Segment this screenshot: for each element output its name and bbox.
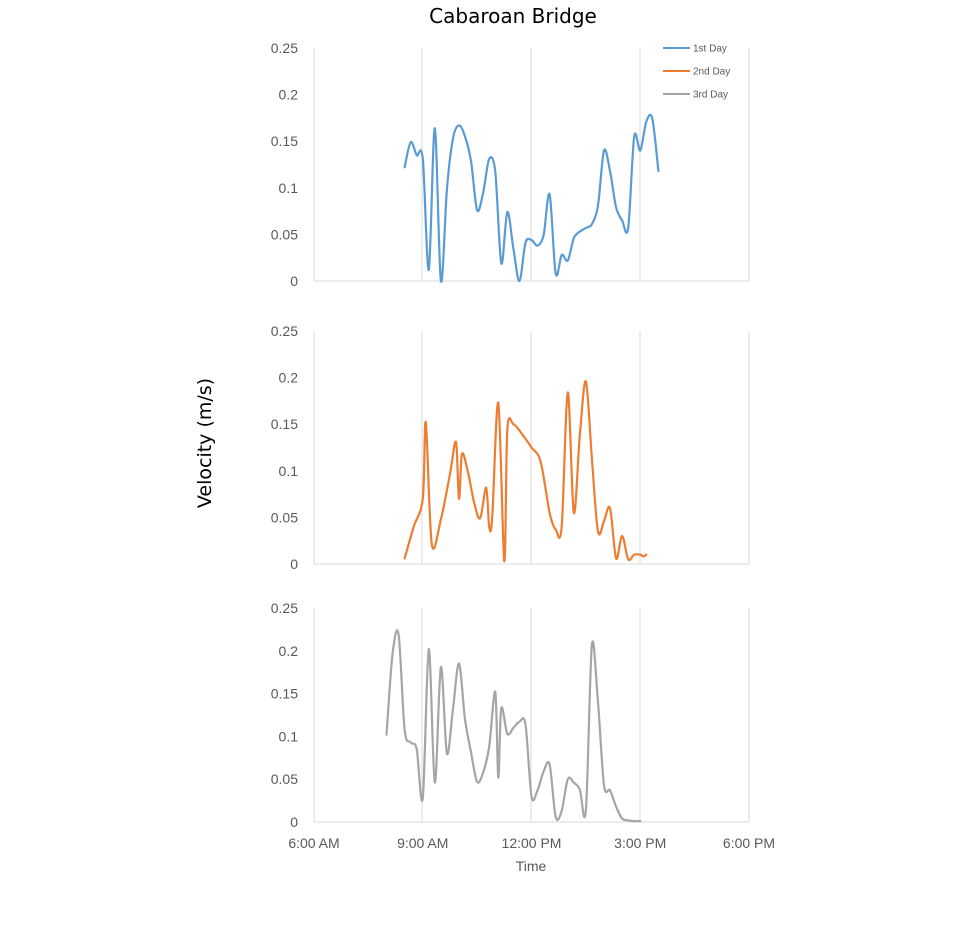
series-line-1st-day (403, 113, 660, 283)
xtick-label: 12:00 PM (502, 835, 562, 851)
panel-bottom-ytick-label: 0.2 (279, 643, 299, 659)
panel-bottom-ytick-label: 0.1 (279, 728, 299, 744)
panel-middle-ytick-label: 0.25 (271, 323, 298, 339)
panel-bottom-ytick-label: 0.25 (271, 600, 298, 616)
panel-middle-ytick-label: 0.1 (279, 463, 299, 479)
panel-top-ytick-label: 0.15 (271, 133, 298, 149)
chart-title: Cabaroan Bridge (429, 4, 597, 28)
panel-bottom-ytick-label: 0 (290, 814, 298, 830)
series-line-2nd-day (403, 380, 648, 563)
panel-bottom-ytick-label: 0.15 (271, 686, 298, 702)
panel-middle-ytick-label: 0.05 (271, 509, 298, 525)
x-axis-label: Time (516, 858, 547, 874)
series-line-3rd-day (385, 629, 642, 823)
panel-top-ytick-label: 0.1 (279, 180, 299, 196)
panel-middle-ytick-label: 0.2 (279, 370, 299, 386)
xtick-label: 9:00 AM (397, 835, 448, 851)
panel-middle-ytick-label: 0 (290, 556, 298, 572)
legend-label-2nd-day: 2nd Day (693, 67, 730, 78)
panel-middle-ytick-label: 0.15 (271, 416, 298, 432)
panel-top-ytick-label: 0.2 (279, 87, 299, 103)
xtick-label: 6:00 PM (723, 835, 775, 851)
xtick-label: 6:00 AM (288, 835, 339, 851)
legend-label-3rd-day: 3rd Day (693, 90, 728, 101)
panel-bottom-ytick-label: 0.05 (271, 771, 298, 787)
legend-label-1st-day: 1st Day (693, 44, 727, 55)
panel-top-ytick-label: 0 (290, 273, 298, 289)
panel-top-ytick-label: 0.05 (271, 226, 298, 242)
panel-top-ytick-label: 0.25 (271, 40, 298, 56)
xtick-label: 3:00 PM (614, 835, 666, 851)
